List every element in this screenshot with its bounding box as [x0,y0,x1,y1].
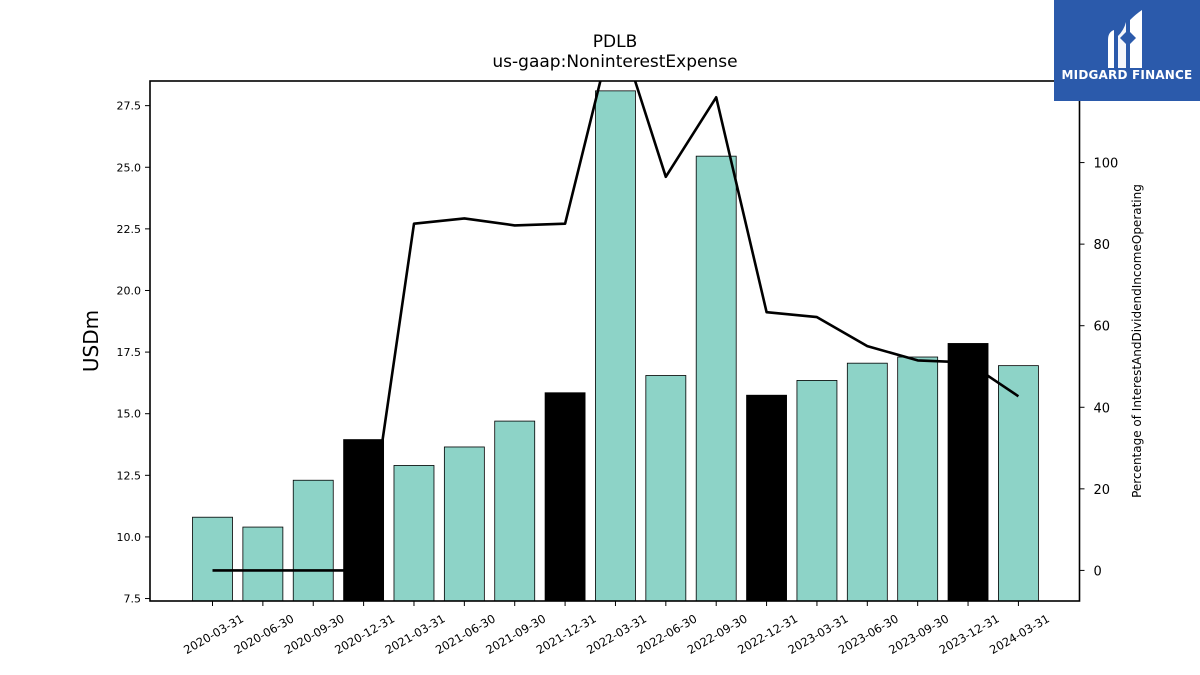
y-tick-label: 25.0 [117,161,142,174]
y-tick-label: 12.5 [117,469,142,482]
chart-title: PDLB [592,32,638,52]
bar-2021-03-31 [393,465,435,602]
company-logo: MIDGARD FINANCE [1054,0,1200,101]
bar-2020-06-30 [242,526,284,602]
y2-tick-label: 80 [1094,238,1111,253]
chart-subtitle: us-gaap:NoninterestExpense [492,52,738,72]
y-tick-label: 15.0 [117,408,142,421]
logo-text: MIDGARD FINANCE [1061,68,1193,82]
line-series [212,81,1020,572]
bar-2021-06-30 [443,446,485,602]
bar-2023-03-31 [796,380,838,602]
y-tick-label: 10.0 [117,531,142,544]
line-layer [212,81,1020,572]
y2-tick-label: 100 [1094,157,1119,172]
plot-frame [149,80,1081,602]
y-tick-label: 7.5 [124,593,142,606]
bar-2021-09-30 [494,420,536,602]
y-tick-label: 20.0 [117,284,142,297]
y-tick-label: 27.5 [117,100,142,113]
bar-2020-09-30 [292,479,334,602]
y2-tick-label: 20 [1094,483,1111,498]
bar-2022-03-31 [595,90,636,602]
y2-tick-label: 60 [1094,320,1111,335]
y2-tick-label: 40 [1094,401,1111,416]
bar-2021-12-31 [544,392,586,602]
bar-2023-09-30 [897,356,939,602]
bar-2023-12-31 [947,343,989,602]
bars-layer [192,90,1039,602]
y-axis-label: USDm [79,310,103,372]
y2-tick-label: 0 [1094,564,1102,579]
y-tick-label: 22.5 [117,223,142,236]
bar-2022-09-30 [695,155,737,602]
x-axis: 2020-03-312020-06-302020-09-302020-12-31… [181,601,1052,657]
right-axis: 0 20 40 60 80 100 [1079,157,1119,579]
bar-2024-03-31 [998,365,1039,602]
logo-mark-icon [1108,10,1142,68]
bar-2022-06-30 [645,375,687,602]
bar-2020-12-31 [343,439,385,602]
left-axis: 7.5 10.0 12.5 15.0 17.5 20.0 22.5 25.0 27.5 [117,100,150,606]
y-tick-label: 17.5 [117,346,142,359]
bar-2022-12-31 [746,394,787,602]
bar-2023-06-30 [846,362,888,602]
y2-axis-label: Percentage of InterestAndDividendIncomeO… [1130,184,1144,498]
bar-2020-03-31 [192,516,233,602]
